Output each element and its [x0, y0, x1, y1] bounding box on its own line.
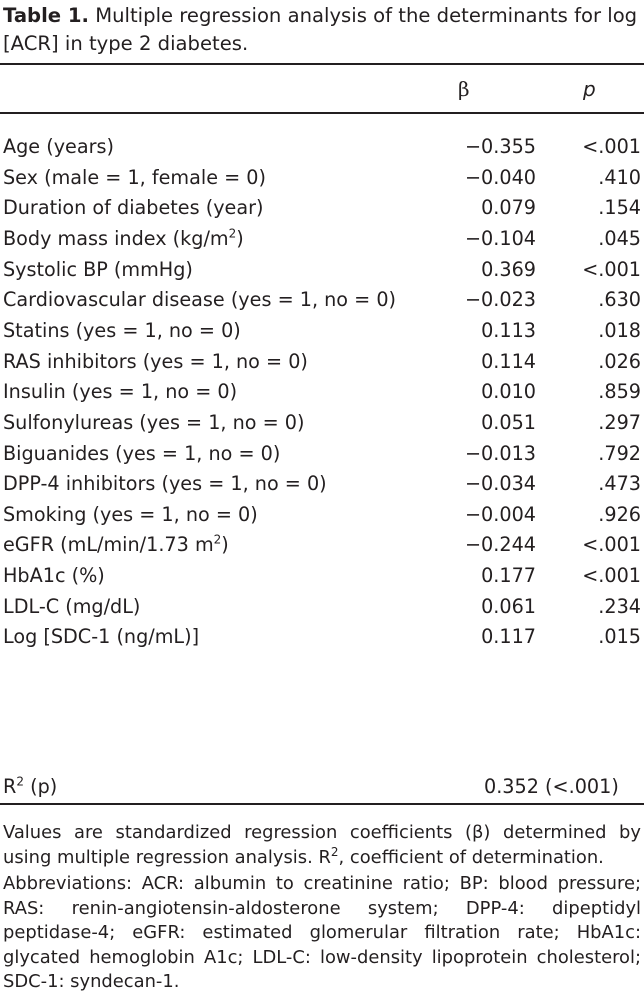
- top-rule: [0, 63, 644, 65]
- beta-value: 0.114: [481, 349, 536, 373]
- table-row: Sulfonylureas (yes = 1, no = 0) 0.051 .297: [0, 408, 644, 438]
- table-row: DPP-4 inhibitors (yes = 1, no = 0) −0.034…: [0, 469, 644, 499]
- p-value: <.001: [582, 135, 641, 158]
- variable-name: LDL-C (mg/dL): [3, 594, 141, 618]
- beta-value: −0.004: [464, 502, 536, 526]
- p-value: <.001: [582, 257, 641, 281]
- table-row: Body mass index (kg/m2) −0.104 .045: [0, 224, 644, 254]
- beta-value: 0.010: [481, 380, 536, 404]
- p-value: .026: [598, 349, 641, 373]
- bottom-rule: [0, 803, 644, 805]
- p-value: .045: [598, 226, 641, 250]
- variable-name: eGFR (mL/min/1.73 m2): [3, 533, 229, 557]
- r2-value: 0.352 (<.001): [484, 775, 619, 798]
- p-value: .926: [598, 502, 641, 526]
- table-row: Cardiovascular disease (yes = 1, no = 0)…: [0, 285, 644, 315]
- variable-name: Sex (male = 1, female = 0): [3, 165, 266, 189]
- table-row: Smoking (yes = 1, no = 0) −0.004 .926: [0, 500, 644, 530]
- table-row: Biguanides (yes = 1, no = 0) −0.013 .792: [0, 439, 644, 469]
- p-value: .018: [598, 318, 641, 342]
- variable-name: DPP-4 inhibitors (yes = 1, no = 0): [3, 472, 327, 496]
- variable-name: Statins (yes = 1, no = 0): [3, 318, 241, 342]
- table-caption: Table 1. Multiple regression analysis of…: [3, 2, 641, 58]
- beta-value: 0.079: [481, 196, 536, 220]
- beta-value: −0.244: [464, 533, 536, 557]
- p-value: .234: [598, 594, 641, 618]
- p-value: <.001: [582, 533, 641, 557]
- r2-label: R2 (p): [3, 774, 58, 798]
- variable-name: Duration of diabetes (year): [3, 196, 264, 220]
- beta-value: −0.023: [464, 288, 536, 312]
- table-row: Sex (male = 1, female = 0) −0.040 .410: [0, 163, 644, 193]
- p-value: .410: [598, 165, 641, 189]
- r2-row: R2 (p) 0.352 (<.001): [0, 772, 644, 802]
- variable-name: RAS inhibitors (yes = 1, no = 0): [3, 349, 308, 373]
- variable-name: HbA1c (%): [3, 564, 105, 588]
- p-value: .859: [598, 380, 641, 404]
- variable-name: Cardiovascular disease (yes = 1, no = 0): [3, 288, 397, 312]
- p-value: .015: [598, 625, 641, 649]
- abbreviations-note: Abbreviations: ACR: albumin to creatinin…: [3, 873, 641, 992]
- table-row: RAS inhibitors (yes = 1, no = 0) 0.114 .02…: [0, 347, 644, 377]
- variable-name: Age (years): [3, 135, 114, 158]
- beta-value: 0.051: [481, 410, 536, 434]
- values-note: Values are standardized regression coeff…: [3, 822, 641, 868]
- p-value: .297: [598, 410, 641, 434]
- p-value: .154: [598, 196, 641, 220]
- variable-name: Biguanides (yes = 1, no = 0): [3, 441, 281, 465]
- variable-name: Systolic BP (mmHg): [3, 257, 193, 281]
- table-row: Insulin (yes = 1, no = 0) 0.010 .859: [0, 377, 644, 407]
- table-row: Duration of diabetes (year) 0.079 .154: [0, 193, 644, 223]
- p-value: <.001: [582, 564, 641, 588]
- beta-value: −0.355: [464, 135, 536, 158]
- p-value: .630: [598, 288, 641, 312]
- beta-value: 0.061: [481, 594, 536, 618]
- variable-name: Insulin (yes = 1, no = 0): [3, 380, 238, 404]
- table-row: Statins (yes = 1, no = 0) 0.113 .018: [0, 316, 644, 346]
- beta-column-header: β: [458, 77, 470, 101]
- header-rule: [0, 112, 644, 114]
- beta-value: −0.034: [464, 472, 536, 496]
- variable-name: Sulfonylureas (yes = 1, no = 0): [3, 410, 305, 434]
- beta-value: 0.177: [481, 564, 536, 588]
- beta-value: −0.013: [464, 441, 536, 465]
- p-value: .792: [598, 441, 641, 465]
- variable-name: Smoking (yes = 1, no = 0): [3, 502, 258, 526]
- beta-value: 0.113: [481, 318, 536, 342]
- beta-value: 0.369: [481, 257, 536, 281]
- table-row: Log [SDC-1 (ng/mL)] 0.117 .015: [0, 622, 644, 652]
- p-column-header: p: [583, 77, 596, 101]
- table-row: eGFR (mL/min/1.73 m2) −0.244 <.001: [0, 530, 644, 560]
- variable-name: Log [SDC-1 (ng/mL)]: [3, 625, 200, 649]
- caption-label: Table 1.: [3, 4, 89, 27]
- table-row: HbA1c (%) 0.177 <.001: [0, 561, 644, 591]
- table-row: Systolic BP (mmHg) 0.369 <.001: [0, 255, 644, 285]
- table-row: Age (years) −0.355 <.001: [0, 132, 644, 162]
- beta-value: −0.104: [464, 226, 536, 250]
- table-row: LDL-C (mg/dL) 0.061 .234: [0, 592, 644, 622]
- beta-value: −0.040: [464, 165, 536, 189]
- caption-text: Multiple regression analysis of the dete…: [3, 4, 638, 55]
- beta-value: 0.117: [481, 625, 536, 649]
- variable-name: Body mass index (kg/m2): [3, 226, 244, 250]
- p-value: .473: [598, 472, 641, 496]
